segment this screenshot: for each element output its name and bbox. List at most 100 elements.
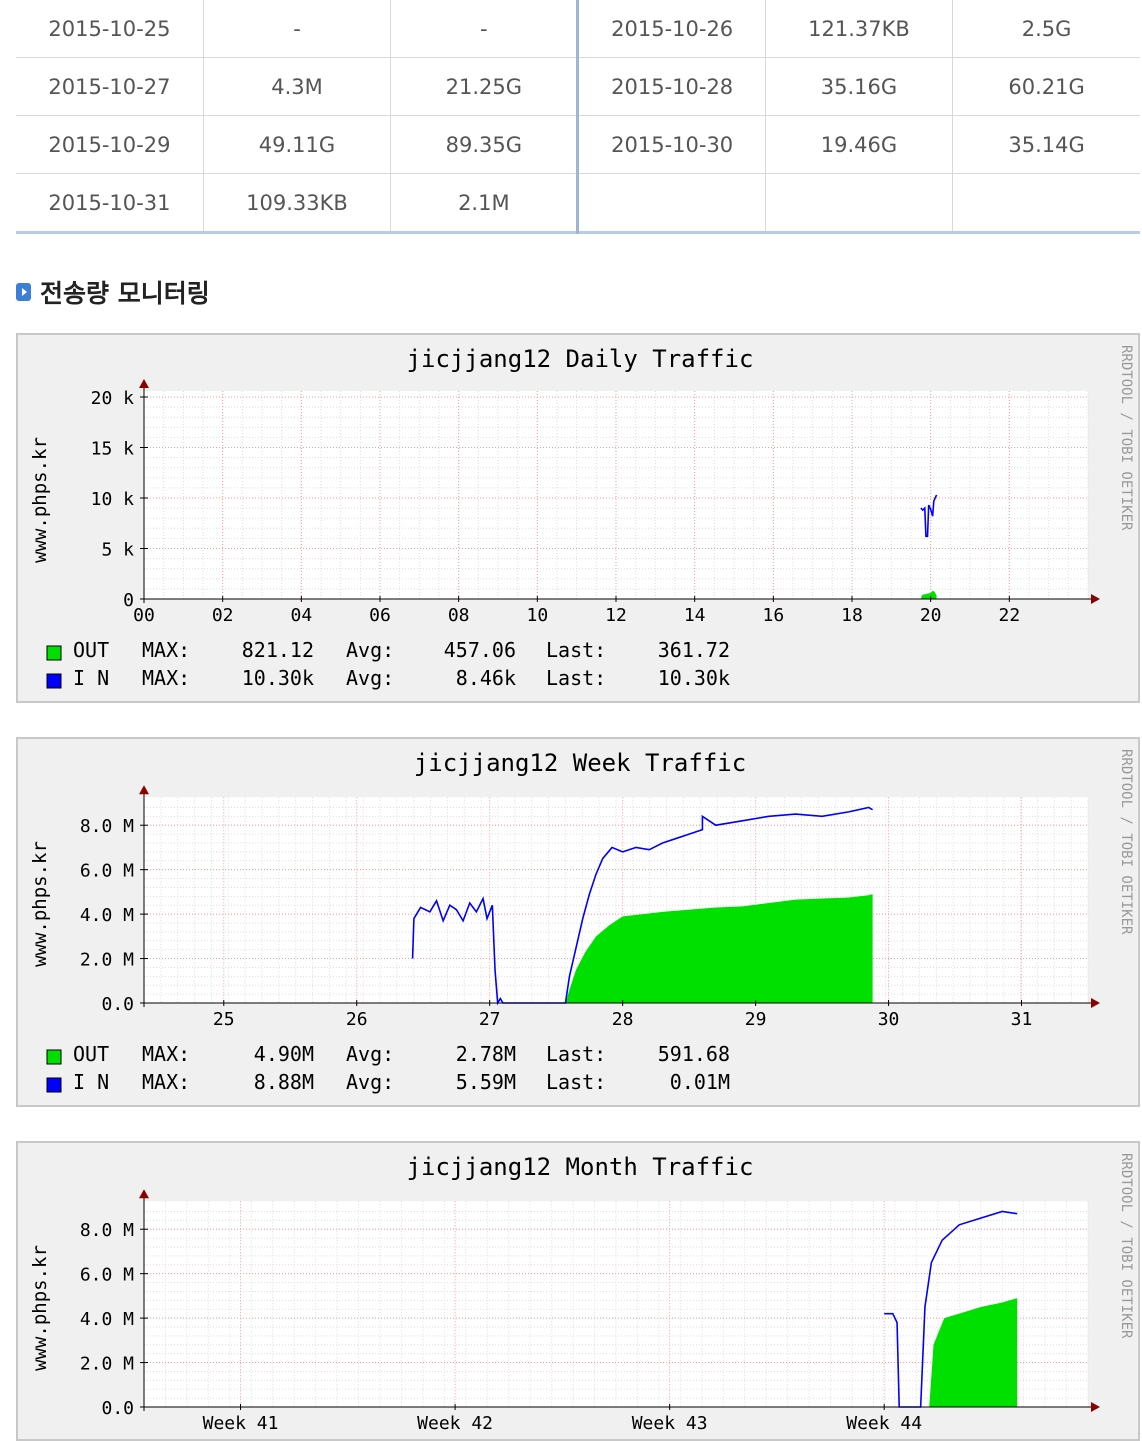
x-tick-label: 10 — [526, 605, 548, 626]
legend-max-value: 8.88M — [254, 1070, 314, 1094]
chart-title: jicjjang12 Week Traffic — [414, 749, 746, 777]
legend-avg-value: 457.06 — [444, 638, 516, 662]
x-tick-label: 28 — [612, 1009, 634, 1030]
plot-area — [144, 391, 1088, 599]
table-row: 2015-10-31 109.33KB 2.1M — [16, 173, 1140, 233]
y-axis-label: www.phps.kr — [29, 1245, 51, 1371]
x-tick-label: 22 — [998, 605, 1020, 626]
table-cell: 2015-10-29 — [16, 115, 204, 174]
legend-avg-value: 8.46k — [456, 666, 516, 690]
x-axis-arrow-icon — [1091, 594, 1100, 604]
chart-title: jicjjang12 Daily Traffic — [407, 345, 754, 373]
x-tick-label: Week 44 — [846, 1413, 922, 1434]
y-tick-label: 6.0 M — [80, 1265, 134, 1286]
legend-swatch — [46, 673, 62, 689]
x-tick-label: Week 42 — [417, 1413, 493, 1434]
legend-max-value: 10.30k — [242, 666, 314, 690]
arrow-box-icon — [16, 283, 31, 301]
table-cell: 2015-10-27 — [16, 57, 204, 116]
section-title: 전송량 모니터링 — [40, 279, 210, 308]
table-cell: 2.1M — [390, 173, 580, 233]
legend-avg-value: 2.78M — [456, 1042, 516, 1066]
x-tick-label: Week 43 — [632, 1413, 708, 1434]
legend-swatch — [46, 645, 62, 661]
y-tick-label: 8.0 M — [80, 816, 134, 837]
y-tick-label: 0.0 — [101, 1398, 134, 1419]
legend-avg-label: Avg: — [346, 1042, 394, 1066]
legend-avg-label: Avg: — [346, 1070, 394, 1094]
y-tick-label: 2.0 M — [80, 950, 134, 971]
table-cell: 21.25G — [390, 57, 580, 116]
legend-last-value: 0.01M — [670, 1070, 730, 1094]
table-cell: 60.21G — [952, 57, 1140, 116]
y-tick-label: 20 k — [91, 388, 135, 409]
legend-max-value: 821.12 — [242, 638, 314, 662]
legend-last-label: Last: — [546, 638, 606, 662]
section-header: 전송량 모니터링 — [16, 274, 210, 310]
table-cell: 2015-10-25 — [16, 0, 204, 58]
legend-max-value: 4.90M — [254, 1042, 314, 1066]
legend-max-label: MAX: — [142, 666, 190, 690]
table-cell: 19.46G — [765, 115, 954, 174]
y-axis-arrow-icon — [139, 379, 149, 388]
legend-avg-label: Avg: — [346, 666, 394, 690]
y-tick-label: 4.0 M — [80, 905, 134, 926]
table-row: 2015-10-25- -2015-10-26 121.37KB 2.5G — [16, 0, 1140, 58]
x-tick-label: 06 — [369, 605, 391, 626]
y-tick-label: 0 — [123, 590, 134, 611]
y-axis-arrow-icon — [139, 785, 149, 795]
legend-last-label: Last: — [546, 666, 606, 690]
daily-traffic-graph: 0 5 k 10 k 15 k 20 k 00 02 04 06 08 10 12 14 16 18 20 22… — [16, 333, 1140, 703]
y-axis-label: www.phps.kr — [29, 437, 51, 563]
table-cell: 35.16G — [765, 57, 954, 116]
legend-swatch — [46, 1049, 62, 1065]
table-cell: 49.11G — [203, 115, 392, 174]
x-tick-label: 16 — [762, 605, 784, 626]
series-in-line — [884, 1210, 1018, 1408]
series-out-area — [565, 894, 873, 1003]
y-tick-label: 6.0 M — [80, 861, 134, 882]
legend-last-value: 591.68 — [658, 1042, 730, 1066]
table-cell: 2.5G — [952, 0, 1140, 58]
daily-traffic-chart: 0 5 k 10 k 15 k 20 k 00 02 04 06 08 10 12 14 16 18 20 22… — [29, 345, 1134, 690]
x-tick-label: 29 — [745, 1009, 767, 1030]
table-cell: 109.33KB — [203, 173, 392, 233]
series-in-line — [920, 494, 938, 538]
legend-max-label: MAX: — [142, 1042, 190, 1066]
x-tick-label: 20 — [920, 605, 942, 626]
legend-last-label: Last: — [546, 1042, 606, 1066]
y-tick-label: 2.0 M — [80, 1354, 134, 1375]
x-tick-label: 18 — [841, 605, 863, 626]
week-traffic-graph: 0.0 2.0 M 4.0 M 6.0 M 8.0 M 25 26 27 28 29 30 31 jic… — [16, 737, 1140, 1107]
table-cell — [953, 174, 1140, 233]
x-tick-label: 04 — [290, 605, 312, 626]
x-tick-label: 31 — [1011, 1009, 1033, 1030]
y-axis-arrow-icon — [139, 1189, 149, 1199]
x-tick-label: 30 — [878, 1009, 900, 1030]
y-tick-label: 0.0 — [101, 994, 134, 1015]
series-in-line — [411, 806, 873, 1006]
legend-max-label: MAX: — [142, 1070, 190, 1094]
x-tick-label: 25 — [213, 1009, 235, 1030]
legend-last-label: Last: — [546, 1070, 606, 1094]
y-tick-label: 15 k — [91, 439, 135, 460]
table-row: 2015-10-29 49.11G 89.35G 2015-10-30 19.46G 35… — [16, 115, 1140, 174]
table-cell: - — [203, 0, 392, 58]
table-cell: 2015-10-26 — [577, 0, 766, 58]
x-tick-label: 12 — [605, 605, 627, 626]
legend-last-value: 10.30k — [658, 666, 730, 690]
table-cell: 4.3M — [203, 57, 392, 116]
x-tick-label: Week 41 — [203, 1413, 279, 1434]
legend-series-name: OUT — [73, 638, 109, 662]
x-tick-label: 02 — [212, 605, 234, 626]
table-cell — [765, 173, 954, 233]
month-traffic-chart: 0.0 2.0 M 4.0 M 6.0 M 8.0 M Week 41 Week 42 Wee… — [29, 1153, 1134, 1434]
series-out-area — [920, 590, 937, 599]
table-cell: - — [390, 0, 580, 58]
table-cell: 121.37KB — [765, 0, 954, 58]
y-tick-label: 5 k — [101, 540, 134, 561]
x-axis-arrow-icon — [1091, 998, 1100, 1008]
table-row: 2015-10-27 4.3M 21.25G 2015-10-28 35.16G 60.2… — [16, 57, 1140, 116]
week-traffic-chart: 0.0 2.0 M 4.0 M 6.0 M 8.0 M 25 26 27 28 29 30 31 jic… — [29, 749, 1134, 1094]
x-tick-label: 27 — [479, 1009, 501, 1030]
